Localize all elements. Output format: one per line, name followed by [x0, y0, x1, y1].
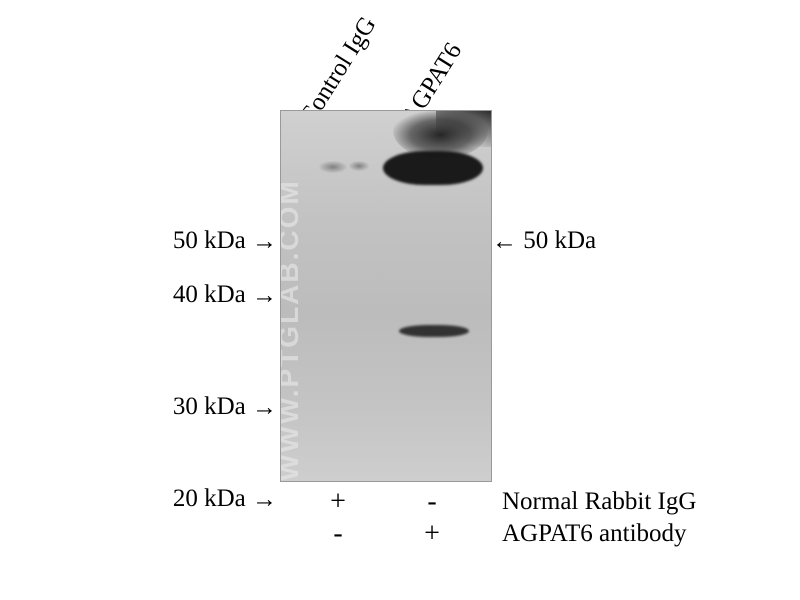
mw-marker-50: 50 kDa → [152, 227, 277, 256]
band-control-50kda-b [349, 161, 369, 171]
arrow-left-icon: ← [492, 228, 517, 256]
arrow-right-icon: → [252, 486, 277, 514]
mw-marker-40: 40 kDa → [152, 281, 277, 310]
smear-corner [436, 111, 491, 147]
mw-marker-50-text: 50 kDa [173, 227, 246, 254]
mw-marker-right-50-text: 50 kDa [523, 227, 596, 254]
western-blot-figure: Control IgG AGPAT6 WWW.PTGLAB.COM 50 kDa… [60, 20, 740, 580]
arrow-right-icon: → [252, 394, 277, 422]
mw-marker-40-text: 40 kDa [173, 281, 246, 308]
pm-row2-lane1: - [328, 518, 348, 550]
band-control-50kda-a [319, 161, 347, 173]
pm-row1-lane1: + [328, 486, 348, 518]
mw-marker-right-50: ← 50 kDa [492, 227, 596, 256]
legend-row2-label: AGPAT6 antibody [502, 520, 687, 548]
pm-row1-lane2: - [422, 486, 442, 518]
band-target-30kda [399, 325, 469, 337]
legend-row1-label: Normal Rabbit IgG [502, 488, 696, 516]
pm-row2-lane2: + [422, 518, 442, 550]
mw-marker-20: 20 kDa → [152, 485, 277, 514]
mw-marker-20-text: 20 kDa [173, 485, 246, 512]
arrow-right-icon: → [252, 282, 277, 310]
mw-marker-30: 30 kDa → [152, 393, 277, 422]
mw-marker-30-text: 30 kDa [173, 393, 246, 420]
arrow-right-icon: → [252, 228, 277, 256]
blot-membrane: WWW.PTGLAB.COM [280, 110, 492, 482]
